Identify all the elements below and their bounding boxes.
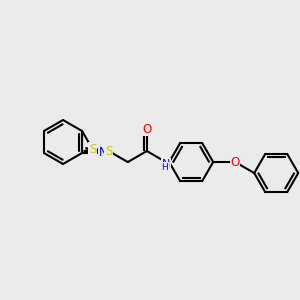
Text: N: N [162, 159, 170, 169]
Text: S: S [89, 142, 96, 156]
Text: O: O [231, 155, 240, 169]
Text: N: N [99, 146, 107, 160]
Text: H: H [161, 163, 168, 172]
Text: O: O [142, 122, 152, 136]
Text: S: S [105, 145, 112, 158]
